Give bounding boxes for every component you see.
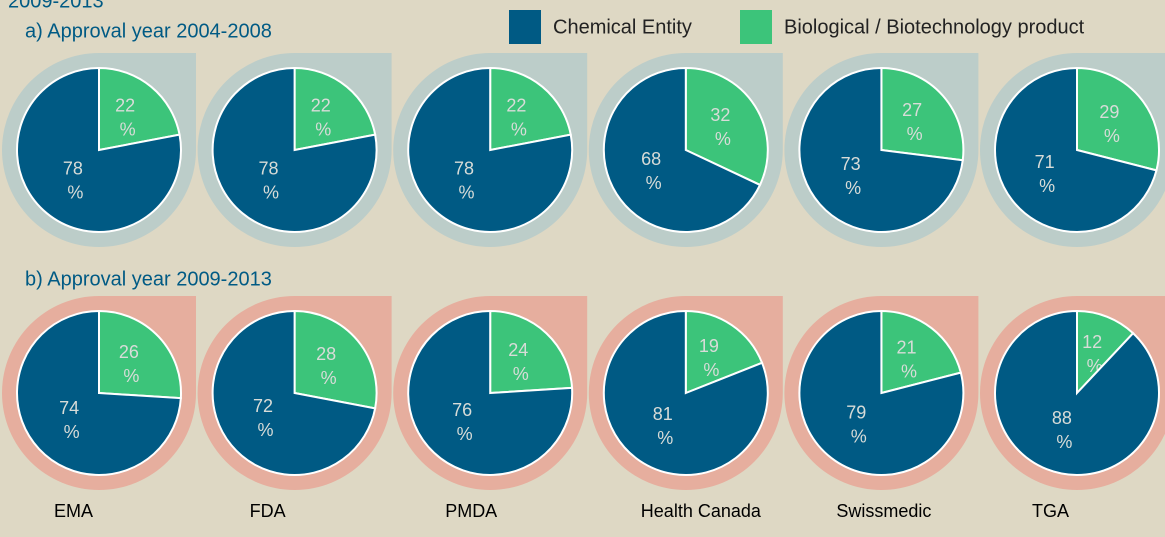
data-label: 71 % <box>1034 152 1055 196</box>
panel-title: b) Approval year 2009-2013 <box>25 268 272 290</box>
pie-slice <box>211 66 378 233</box>
legend-swatch <box>740 10 772 44</box>
pie-slice <box>293 309 378 410</box>
pie-slice <box>1076 66 1160 172</box>
category-label: EMA <box>54 501 93 521</box>
panel-title: a) Approval year 2004-2008 <box>25 20 272 42</box>
data-label: 73 % <box>840 154 861 198</box>
data-label: 76 % <box>452 400 473 444</box>
pie-slice <box>407 309 574 476</box>
pie-slice <box>880 309 963 395</box>
data-label: 68 % <box>641 149 662 193</box>
data-label: 21 % <box>896 337 917 381</box>
category-label: Health Canada <box>641 501 762 521</box>
data-label: 78 % <box>258 158 279 202</box>
data-label: 26 % <box>118 342 139 386</box>
pie-slice <box>798 309 965 476</box>
data-label: 78 % <box>454 158 475 202</box>
data-label: 28 % <box>316 344 337 388</box>
pie-slice <box>407 66 574 233</box>
pie-slice <box>602 66 762 233</box>
data-label: 79 % <box>846 402 867 446</box>
pie-slice <box>602 309 769 476</box>
data-label: 22 % <box>310 95 331 139</box>
pie-slice <box>880 66 965 162</box>
pie-slice <box>293 66 377 152</box>
pie-slice <box>98 309 182 400</box>
data-label: 27 % <box>902 100 923 144</box>
category-label: FDA <box>250 501 286 521</box>
pie-slice <box>489 66 572 152</box>
pie-slice <box>684 66 769 187</box>
data-label: 29 % <box>1099 102 1120 146</box>
legend-label: Chemical Entity <box>553 16 692 38</box>
category-label: PMDA <box>445 501 497 521</box>
data-label: 78 % <box>62 158 83 202</box>
data-label: 88 % <box>1051 408 1072 452</box>
data-label: 19 % <box>698 336 719 380</box>
data-label: 24 % <box>508 340 529 384</box>
legend-label: Biological / Biotechnology product <box>784 16 1085 38</box>
legend-swatch <box>509 10 541 44</box>
category-label: Swissmedic <box>836 501 931 521</box>
chart-title: 2009-2013 <box>8 0 104 12</box>
pie-slice <box>98 66 181 152</box>
data-label: 81 % <box>652 404 673 448</box>
data-label: 22 % <box>115 95 136 139</box>
pie-slice <box>211 309 377 476</box>
category-label: TGA <box>1032 501 1069 521</box>
data-label: 32 % <box>710 105 731 149</box>
pie-slice <box>16 66 182 233</box>
pie-slice <box>16 309 182 476</box>
pie-slice <box>994 66 1158 233</box>
pie-slice <box>489 309 574 395</box>
data-label: 22 % <box>506 95 527 139</box>
pie-slice <box>1076 309 1135 396</box>
pie-slice <box>684 309 764 395</box>
pie-slice <box>798 66 964 233</box>
data-label: 74 % <box>59 398 80 442</box>
pie-slice <box>994 309 1160 476</box>
data-label: 72 % <box>253 396 274 440</box>
